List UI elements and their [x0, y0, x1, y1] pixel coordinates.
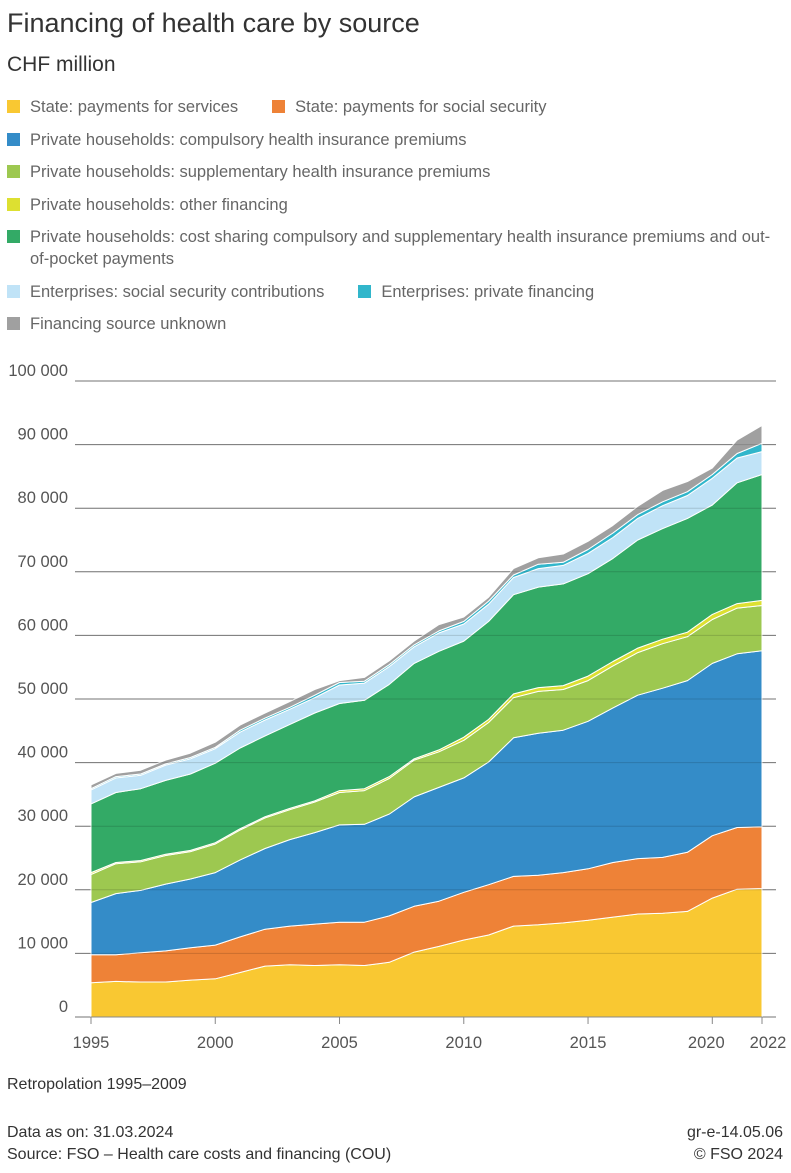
legend-item[interactable]: Private households: compulsory health in… [7, 129, 467, 151]
legend-swatch [358, 284, 372, 298]
legend-swatch [7, 132, 20, 146]
legend-label: Private households: compulsory health in… [30, 130, 467, 149]
chart-title: Financing of health care by source [7, 8, 420, 38]
area-series-8[interactable] [90, 425, 763, 790]
legend-item[interactable]: Private households: supplementary health… [7, 161, 490, 183]
areas [90, 425, 763, 1018]
y-tick-label: 20 000 [18, 871, 68, 889]
x-tick-label: 2010 [445, 1034, 482, 1052]
x-tick-label: 1995 [73, 1034, 110, 1052]
legend-label: State: payments for social security [295, 98, 547, 116]
x-tick-label: 2022 [750, 1034, 787, 1052]
legend-swatch [7, 230, 20, 243]
y-tick-label: 100 000 [8, 362, 68, 380]
legend-swatch [7, 165, 20, 178]
legend-swatch [272, 100, 286, 113]
retropolation-note: Retropolation 1995–2009 [7, 1076, 187, 1093]
legend-swatch [7, 100, 20, 113]
legend-item[interactable]: Financing source unknown [7, 313, 226, 335]
legend-label: Private households: other financing [30, 195, 288, 214]
legend: State: payments for services State: paym… [7, 96, 777, 346]
y-tick-label: 80 000 [18, 489, 68, 507]
legend-label: Private households: supplementary health… [30, 163, 491, 181]
legend-item[interactable]: State: payments for services [7, 96, 238, 118]
legend-swatch [7, 317, 20, 330]
legend-item[interactable]: State: payments for social security [272, 96, 546, 118]
y-tick-label: 50 000 [18, 680, 68, 698]
x-tick-label: 2005 [321, 1034, 358, 1052]
legend-label: Private households: cost sharing compuls… [30, 228, 771, 268]
x-tick-label: 2000 [197, 1034, 234, 1052]
legend-label: Financing source unknown [30, 315, 227, 333]
legend-swatch [7, 284, 20, 298]
legend-item[interactable]: Enterprises: social security contributio… [7, 281, 324, 303]
legend-item[interactable]: Private households: other financing [7, 194, 288, 216]
y-tick-label: 0 [59, 998, 68, 1016]
legend-label: State: payments for services [30, 98, 239, 116]
y-tick-label: 10 000 [18, 934, 68, 952]
y-tick-label: 90 000 [18, 426, 68, 444]
legend-label: Enterprises: social security contributio… [30, 282, 325, 301]
x-tick-label: 2015 [570, 1034, 607, 1052]
copyright: © FSO 2024 [693, 1146, 783, 1163]
gridlines-overlay [75, 380, 776, 1018]
data-date: Data as on: 31.03.2024 [7, 1124, 174, 1141]
legend-swatch [7, 197, 20, 211]
y-tick-label: 60 000 [18, 616, 68, 634]
y-tick-label: 30 000 [18, 807, 68, 825]
x-tick-label: 2020 [688, 1034, 725, 1052]
chart-code: gr-e-14.05.06 [686, 1124, 783, 1141]
legend-item[interactable]: Enterprises: private financing [358, 281, 594, 303]
legend-item[interactable]: Private households: cost sharing compuls… [7, 226, 780, 270]
chart-subtitle: CHF million [7, 53, 116, 76]
source: Source: FSO – Health care costs and fina… [7, 1146, 392, 1163]
axes: 0 10 000 20 000 30 000 40 000 50 000 60 000 70 … [8, 362, 786, 1052]
y-tick-label: 40 000 [18, 744, 68, 762]
legend-label: Enterprises: private financing [381, 282, 595, 301]
y-tick-label: 70 000 [18, 553, 68, 571]
